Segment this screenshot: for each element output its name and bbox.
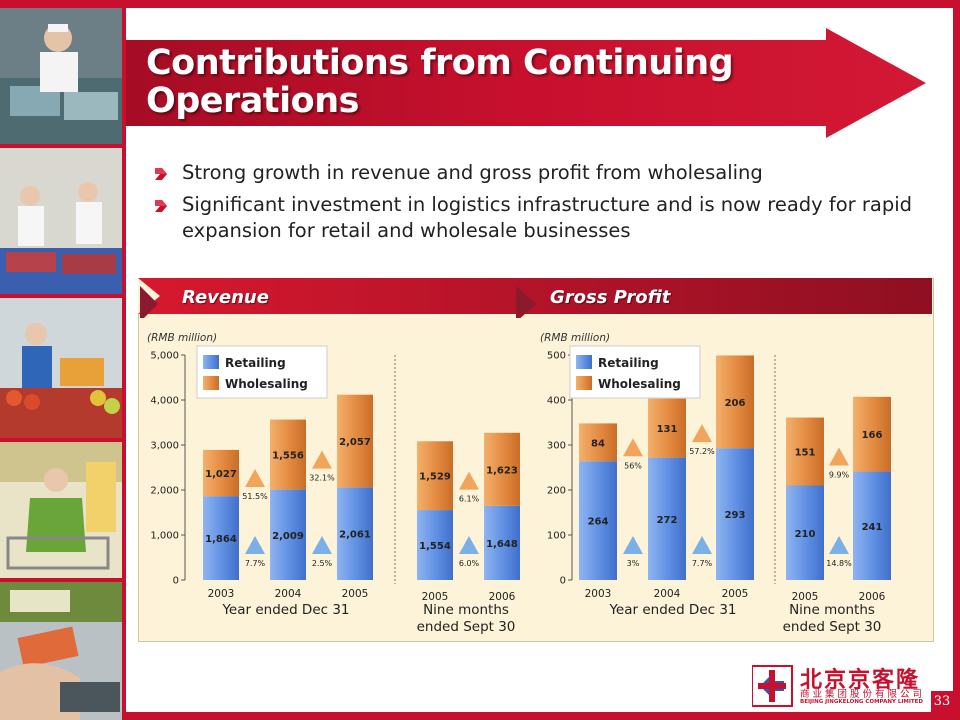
logo-chinese-name: 北京京客隆: [800, 668, 921, 693]
bullet-icon: [155, 200, 167, 212]
chart-section: [138, 278, 934, 642]
photo-fruit-stall: [0, 298, 122, 438]
photo-strip: [0, 8, 122, 720]
photo-card-payment: [0, 582, 122, 720]
bullet-icon: [155, 168, 167, 180]
photo-seafood-counter: [0, 8, 122, 144]
photo-meat-workers: [0, 148, 122, 294]
bullet-item: Significant investment in logistics infr…: [152, 192, 942, 244]
logo-english-name: BEIJING JINGKELONG COMPANY LIMITED: [800, 699, 923, 705]
photo-shopper-cart: [0, 442, 122, 578]
bullet-list: Strong growth in revenue and gross profi…: [152, 160, 942, 250]
title-line-2: Operations: [146, 81, 359, 121]
section-header-band: [138, 278, 932, 318]
title-line-1: Contributions from Continuing: [146, 43, 734, 83]
logo-chinese-subtitle: 商业集团股份有限公司: [800, 689, 926, 700]
bullet-text: Strong growth in revenue and gross profi…: [182, 161, 763, 184]
gross-profit-section-title: Gross Profit: [550, 287, 671, 308]
revenue-section-title: Revenue: [182, 287, 269, 308]
company-logo: [752, 665, 793, 707]
title-arrow-banner: [126, 28, 926, 138]
page-number: 33: [931, 691, 953, 713]
bullet-item: Strong growth in revenue and gross profi…: [152, 160, 942, 186]
slide-title: Contributions from Continuing Operations: [146, 44, 786, 120]
bullet-text: Significant investment in logistics infr…: [182, 193, 913, 242]
